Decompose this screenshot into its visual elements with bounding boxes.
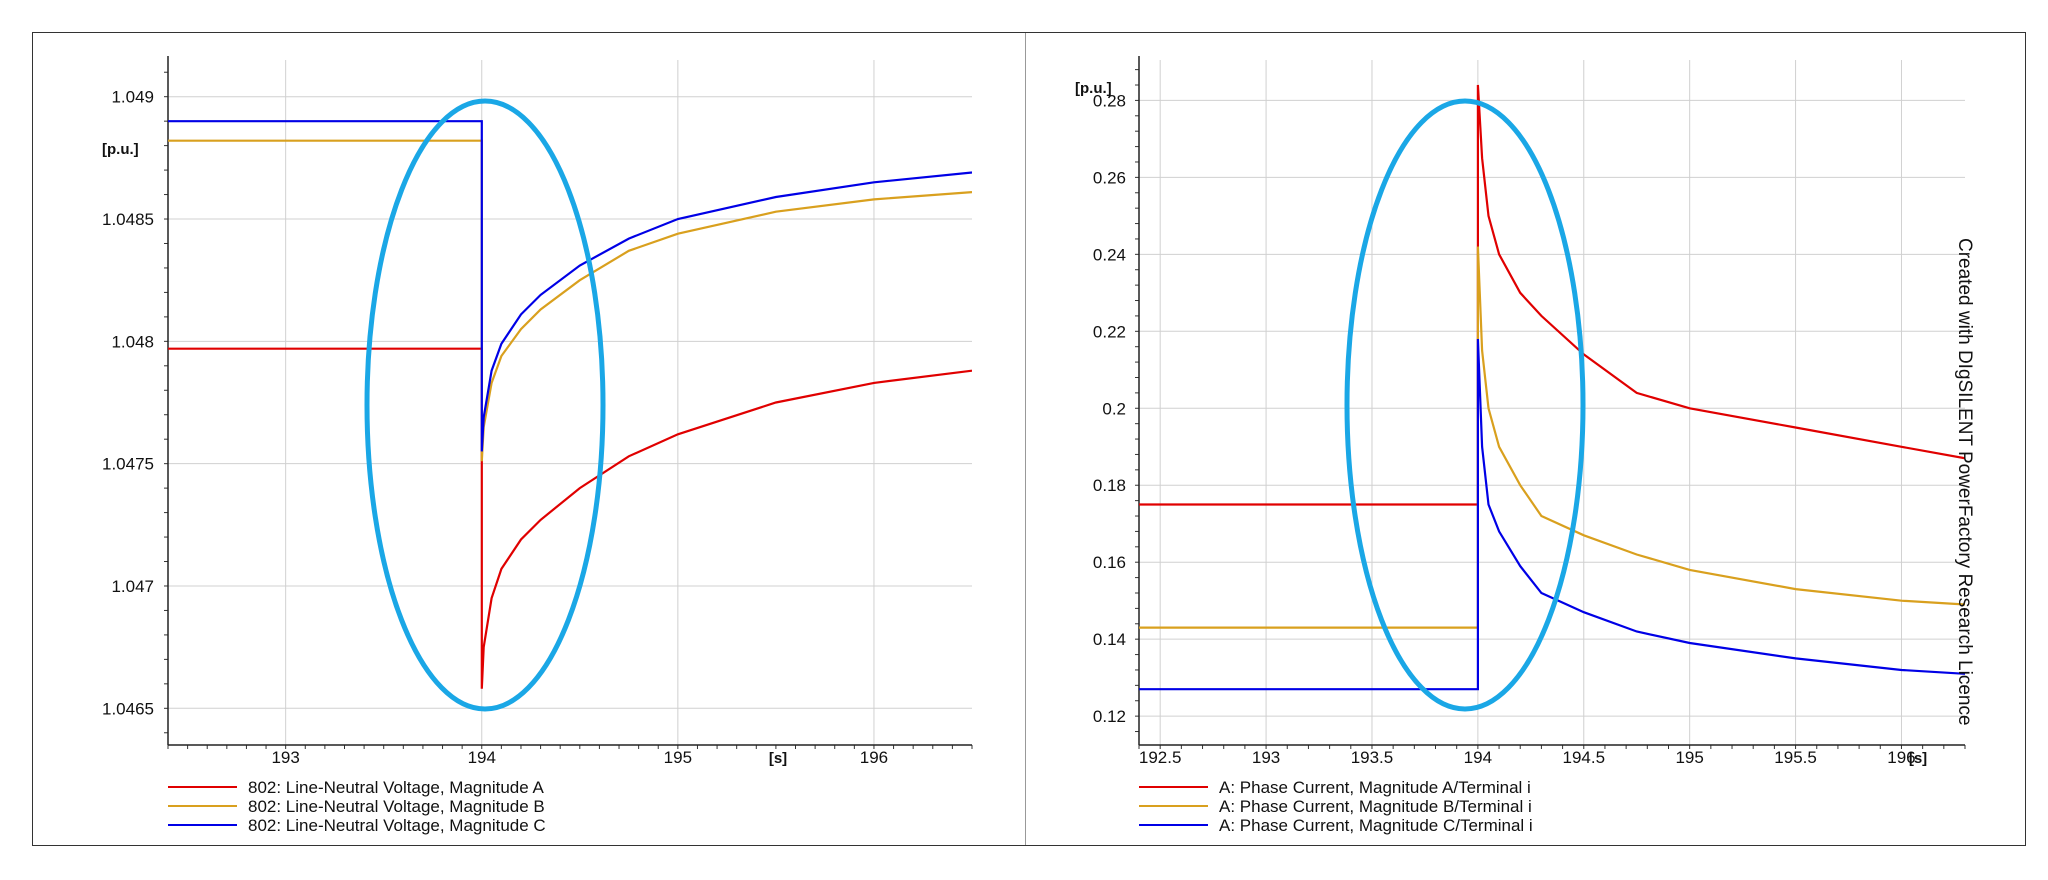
x-tick-label: 195.5 xyxy=(1774,748,1817,767)
y-tick-label: 0.12 xyxy=(1093,707,1126,726)
x-tick-label: 196 xyxy=(1887,748,1915,767)
x-tick-label: 193 xyxy=(271,748,299,767)
legend-entry: 802: Line-Neutral Voltage, Magnitude C xyxy=(248,816,546,835)
legend-entry: A: Phase Current, Magnitude B/Terminal i xyxy=(1219,797,1532,816)
highlight-ellipse xyxy=(1344,98,1586,712)
x-tick-label: 194 xyxy=(468,748,496,767)
y-tick-label: 1.0465 xyxy=(102,699,154,718)
y-tick-label: 0.28 xyxy=(1093,91,1126,110)
y-tick-label: 1.049 xyxy=(111,88,154,107)
x-tick-label: 192.5 xyxy=(1139,748,1182,767)
y-tick-label: 0.18 xyxy=(1093,476,1126,495)
x-tick-label: 193 xyxy=(1252,748,1280,767)
y-tick-label: 1.0475 xyxy=(102,455,154,474)
panel-divider xyxy=(1025,33,1026,845)
voltage-panel: 1.0465 1.047 1.0475 1.048 1.0485 1.049 193 194 1… xyxy=(102,56,973,835)
legend-entry: 802: Line-Neutral Voltage, Magnitude B xyxy=(248,797,545,816)
legend-entry: A: Phase Current, Magnitude C/Terminal i xyxy=(1219,816,1533,835)
y-tick-label: 0.14 xyxy=(1093,630,1126,649)
y-tick-label: 0.26 xyxy=(1093,168,1126,187)
y-axis-unit: [p.u.] xyxy=(102,141,139,158)
x-axis-unit: [s] xyxy=(769,750,787,767)
y-tick-label: 0.2 xyxy=(1102,399,1126,418)
x-tick-label: 195 xyxy=(664,748,692,767)
x-tick-label: 195 xyxy=(1675,748,1703,767)
y-tick-label: 1.047 xyxy=(111,577,154,596)
series-line-3 xyxy=(1139,338,1965,691)
y-tick-label: 0.16 xyxy=(1093,553,1126,572)
series-line-1 xyxy=(1139,84,1965,506)
side-watermark-text: Created with DIgSILENT PowerFactory Rese… xyxy=(1954,238,1975,726)
y-tick-label: 0.24 xyxy=(1093,245,1126,264)
y-tick-label: 1.0485 xyxy=(102,210,154,229)
x-tick-label: 194.5 xyxy=(1562,748,1605,767)
x-tick-label: 194 xyxy=(1464,748,1492,767)
series-line-2 xyxy=(1139,246,1965,629)
figure-frame xyxy=(32,32,2026,846)
highlight-ellipse xyxy=(364,98,606,712)
x-tick-label: 196 xyxy=(860,748,888,767)
y-axis-unit: [p.u.] xyxy=(1075,80,1112,97)
legend-entry: 802: Line-Neutral Voltage, Magnitude A xyxy=(248,778,544,797)
y-tick-label: 1.048 xyxy=(111,332,154,351)
series-line-3 xyxy=(168,120,972,452)
series-line-1 xyxy=(168,347,972,689)
current-panel: 0.12 0.14 0.16 0.18 0.2 0.22 0.24 0.26 0.28 192.5… xyxy=(1075,56,1966,835)
legend-entry: A: Phase Current, Magnitude A/Terminal i xyxy=(1219,778,1531,797)
y-tick-label: 0.22 xyxy=(1093,322,1126,341)
x-axis-unit: [s] xyxy=(1909,750,1927,767)
x-tick-label: 193.5 xyxy=(1351,748,1394,767)
